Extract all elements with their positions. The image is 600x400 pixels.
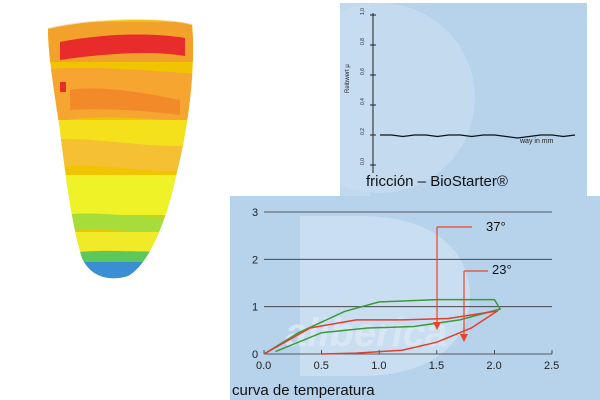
pressure-map-svg <box>47 18 194 279</box>
temperature-chart-panel: aliberica 3 2 1 0 0.0 0.5 1.0 1.5 2.0 2.5 37° 23°… <box>230 196 600 400</box>
temp-y-tick-label: 3 <box>252 207 258 219</box>
temp-x-tick-label: 0.0 <box>256 360 271 372</box>
label-23: 23° <box>492 262 512 277</box>
watermark-shape <box>340 3 475 193</box>
pressure-map-image <box>30 10 210 290</box>
watermark-bar <box>340 3 370 196</box>
watermark-shape <box>300 216 470 376</box>
temperature-chart-svg: aliberica 3 2 1 00.0 0.5 1.0 1.5 2.0 2.5 37° 23° <box>252 207 559 376</box>
temp-y-tick-label: 1 <box>252 302 258 314</box>
friction-y-tick-label: 0,4 <box>360 98 366 105</box>
temp-x-tick-label: 1.5 <box>429 360 444 372</box>
arrow-23-head <box>460 334 468 342</box>
watermark-text: aliberica <box>285 311 447 355</box>
temperature-caption: curva de temperatura <box>232 382 375 399</box>
temp-y-tick-label: 0 <box>252 349 258 361</box>
temp-x-tick-label: 2.0 <box>486 360 501 372</box>
temp-x-tick-label: 0.5 <box>314 360 329 372</box>
temp-x-tick-label: 1.0 <box>371 360 386 372</box>
friction-chart-svg: 1,0 0,8 0,6 0,4 0,2 0,0 Reibwert µ way in mm <box>340 3 576 196</box>
label-37: 37° <box>486 219 506 234</box>
friction-y-tick-label: 1,0 <box>360 8 366 15</box>
temp-x-tick-label: 2.5 <box>544 360 559 372</box>
friction-y-tick-label: 0,6 <box>360 68 366 75</box>
friction-chart-panel: 1,0 0,8 0,6 0,4 0,2 0,0 Reibwert µ way in mm … <box>340 3 587 196</box>
friction-caption: fricción – BioStarter® <box>366 173 508 190</box>
friction-y-tick-label: 0,8 <box>360 38 366 45</box>
friction-y-label: Reibwert µ <box>345 64 351 93</box>
series-23-line <box>263 310 500 355</box>
series-37-line <box>263 298 502 355</box>
friction-y-tick-label: 0,2 <box>360 128 366 135</box>
friction-series-line <box>380 134 576 139</box>
friction-x-label: way in mm <box>519 138 554 145</box>
arrow-37-head <box>433 322 441 330</box>
friction-y-tick-label: 0,0 <box>360 158 366 165</box>
temp-y-tick-label: 2 <box>252 254 258 266</box>
